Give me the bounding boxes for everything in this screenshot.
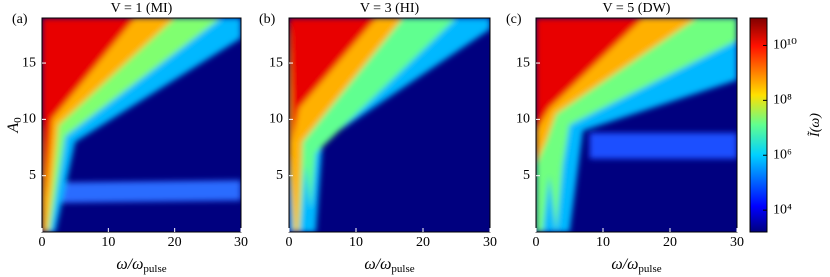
- colorbar-tick-label: 10¹⁰: [773, 38, 797, 53]
- y-label-sub: 0: [12, 117, 24, 123]
- x-tick-label: 30: [483, 235, 497, 250]
- x-tick-label: 30: [234, 235, 248, 250]
- frame: [535, 17, 738, 233]
- x-label-sub: pulse: [391, 263, 414, 275]
- colorbar-tick-label: 10⁶: [773, 147, 792, 162]
- x-axis-label: ω/ωpulse: [611, 256, 661, 275]
- x-tick-label: 0: [39, 235, 46, 250]
- heatmap-layers: [42, 18, 241, 232]
- colorbar-tick-label: 10⁴: [773, 202, 792, 217]
- heatmap-region: [536, 18, 644, 131]
- heatmap: [289, 18, 490, 232]
- x-label-main: ω/ω: [364, 256, 391, 273]
- y-label-main: A: [5, 123, 22, 134]
- panel-title: V = 5 (DW): [603, 1, 671, 16]
- y-axis-label: A0: [5, 117, 24, 134]
- colorbar: [749, 17, 768, 233]
- panel-label: (a): [12, 12, 28, 27]
- panel-title: V = 1 (MI): [111, 1, 173, 16]
- y-tick-label: 5: [276, 168, 283, 183]
- frame: [41, 17, 242, 233]
- heatmap: [42, 18, 241, 232]
- x-axis-label: ω/ωpulse: [364, 256, 414, 275]
- y-tick-label: 15: [22, 55, 36, 70]
- y-tick-label: 5: [29, 168, 36, 183]
- y-tick-label: 10: [269, 112, 283, 127]
- x-label-main: ω/ω: [116, 256, 143, 273]
- x-tick-label: 10: [101, 235, 115, 250]
- colorbar-label: Ĩ(ω): [806, 113, 823, 138]
- heatmap-region: [289, 18, 377, 142]
- x-label-main: ω/ω: [611, 256, 638, 273]
- x-tick-label: 10: [349, 235, 363, 250]
- x-tick-label: 30: [730, 235, 744, 250]
- panel-label: (c): [506, 12, 522, 27]
- x-tick-label: 0: [533, 235, 540, 250]
- x-tick-label: 0: [286, 235, 293, 250]
- y-tick-label: 10: [516, 112, 530, 127]
- x-tick-label: 20: [168, 235, 182, 250]
- heatmap-layers: [536, 18, 737, 232]
- panel-label: (b): [259, 12, 276, 27]
- x-tick-label: 20: [663, 235, 677, 250]
- heatmap-region: [61, 180, 241, 203]
- x-label-sub: pulse: [143, 263, 166, 275]
- x-tick-label: 10: [596, 235, 610, 250]
- colorbar-tick-label: 10⁸: [773, 93, 792, 108]
- frame: [288, 17, 491, 233]
- heatmap-region: [589, 132, 737, 159]
- y-tick-label: 10: [22, 112, 36, 127]
- x-axis-label: ω/ωpulse: [116, 256, 166, 275]
- y-tick-label: 15: [269, 55, 283, 70]
- heatmap-region: [42, 18, 135, 199]
- heatmap: [536, 18, 737, 232]
- heatmap-layers: [289, 18, 490, 232]
- panel-title: V = 3 (HI): [360, 1, 420, 16]
- x-label-sub: pulse: [638, 263, 661, 275]
- y-tick-label: 15: [516, 55, 530, 70]
- y-tick-label: 5: [523, 168, 530, 183]
- x-tick-label: 20: [416, 235, 430, 250]
